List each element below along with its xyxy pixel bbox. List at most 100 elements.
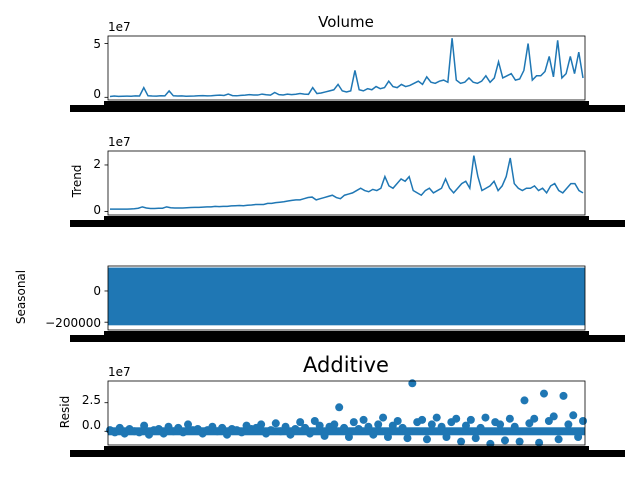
resid-ytick-label-0: 0.0	[82, 418, 101, 432]
resid-ytick-label-2.5: 2.5	[82, 393, 101, 407]
resid-point	[271, 419, 280, 428]
resid-point	[437, 422, 446, 431]
resid-point	[257, 420, 266, 429]
volume-series-line	[109, 38, 584, 98]
resid-xtick-labels-overlap	[104, 446, 589, 452]
resid-point	[564, 420, 573, 429]
resid-point	[398, 423, 407, 432]
resid-point	[471, 434, 480, 443]
resid-point	[374, 420, 383, 429]
volume-offset-text: 1e7	[108, 20, 131, 34]
resid-point	[559, 391, 568, 400]
resid-point	[383, 433, 392, 441]
trend-axes-frame	[107, 150, 586, 216]
trend-panel: 1e7 Trend 2 0	[70, 135, 625, 227]
resid-point	[330, 420, 339, 429]
resid-point	[115, 423, 124, 432]
seasonal-ytick-label-neg200000: −200000	[45, 316, 101, 330]
resid-point	[569, 411, 578, 420]
resid-point	[442, 433, 451, 441]
resid-point	[535, 438, 544, 447]
resid-point	[344, 433, 353, 441]
resid-point	[349, 418, 358, 427]
volume-ytick-label-5: 5	[93, 37, 101, 51]
resid-point	[281, 422, 290, 431]
resid-point	[393, 417, 402, 425]
seasonal-axes-frame	[107, 265, 586, 331]
resid-point	[466, 415, 475, 424]
resid-point	[574, 433, 583, 441]
resid-point	[520, 396, 529, 405]
trend-offset-text: 1e7	[108, 135, 131, 149]
resid-point	[432, 413, 441, 422]
resid-point	[496, 420, 505, 429]
resid-point	[301, 423, 310, 432]
seasonal-oscillation-band	[108, 267, 585, 326]
resid-point	[422, 435, 431, 444]
seasonal-panel: Seasonal 0 −200000	[14, 265, 625, 342]
resid-point	[427, 420, 436, 429]
trend-xtick-labels-overlap	[104, 216, 589, 222]
resid-point	[354, 425, 363, 433]
resid-point	[549, 412, 558, 421]
resid-point	[179, 428, 188, 437]
resid-point	[237, 428, 246, 437]
trend-ytick-label-2: 2	[93, 157, 101, 171]
resid-panel: 1e7 Resid 2.5 0.0	[58, 365, 625, 457]
resid-point	[286, 430, 295, 439]
resid-point	[296, 418, 305, 427]
resid-point	[510, 422, 519, 431]
resid-point	[539, 389, 548, 398]
resid-point	[515, 437, 524, 446]
resid-point	[530, 414, 539, 423]
resid-point	[379, 413, 388, 422]
resid-point	[452, 414, 461, 423]
resid-point	[403, 434, 412, 443]
volume-title: Volume	[318, 13, 374, 31]
resid-dense-points	[108, 427, 585, 436]
trend-ylabel: Trend	[70, 165, 84, 199]
resid-point	[159, 429, 168, 438]
resid-ylabel: Resid	[58, 396, 72, 428]
resid-point	[140, 421, 149, 430]
resid-point	[218, 423, 227, 432]
resid-point	[184, 420, 193, 429]
resid-point	[359, 415, 368, 424]
trend-ytick-label-0: 0	[93, 203, 101, 217]
volume-xtick-labels-overlap	[104, 101, 589, 107]
volume-ytick-label-0: 0	[93, 87, 101, 101]
resid-point	[305, 429, 314, 438]
resid-xtick-labels-overflow	[70, 450, 625, 457]
figure-title: Additive	[303, 353, 389, 377]
resid-point	[266, 426, 275, 435]
resid-point	[291, 425, 300, 433]
resid-point	[369, 430, 378, 439]
trend-series-line	[110, 155, 584, 210]
resid-point	[457, 437, 466, 446]
resid-point	[500, 436, 509, 445]
resid-point	[315, 421, 324, 430]
resid-point	[408, 379, 417, 388]
seasonal-xtick-labels-overflow	[70, 335, 625, 342]
resid-point	[461, 421, 470, 430]
resid-point	[335, 403, 344, 412]
seasonal-ylabel: Seasonal	[14, 270, 28, 324]
seasonal-ytick-label-0: 0	[93, 284, 101, 298]
resid-point	[481, 413, 490, 422]
volume-xtick-labels-overflow	[70, 105, 625, 112]
resid-point	[364, 422, 373, 431]
resid-point	[476, 423, 485, 432]
resid-point	[505, 414, 514, 423]
trend-xtick-labels-overflow	[70, 220, 625, 227]
volume-axes-frame	[107, 35, 586, 101]
resid-point	[579, 417, 587, 425]
resid-point	[223, 430, 232, 439]
resid-point	[418, 415, 427, 424]
resid-point	[340, 423, 349, 432]
resid-axes-frame	[107, 380, 586, 446]
resid-point	[320, 431, 329, 440]
resid-point	[135, 428, 144, 437]
seasonal-xtick-labels-overlap	[104, 331, 589, 337]
resid-offset-text: 1e7	[108, 365, 131, 379]
